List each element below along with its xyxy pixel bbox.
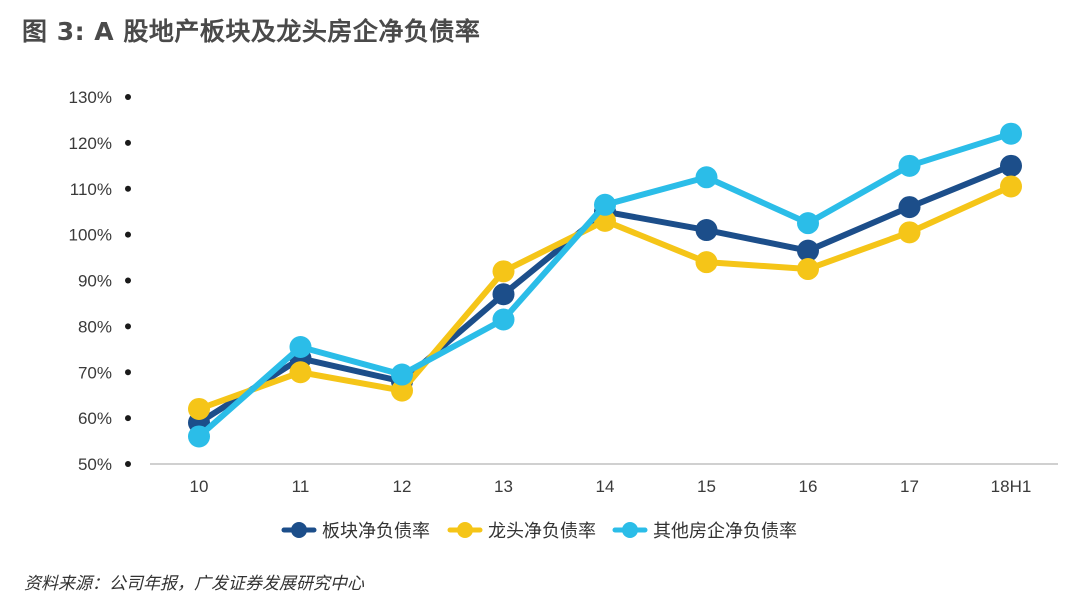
legend-marker xyxy=(291,522,307,538)
data-point xyxy=(492,308,515,331)
x-tick-label: 13 xyxy=(494,477,513,496)
y-tick-mark xyxy=(125,139,131,146)
y-axis: 50% 60% 70% 80% 90% 100% 110% 120% 130% xyxy=(69,88,131,474)
series-2 xyxy=(188,175,1022,420)
source-note: 资料来源：公司年报，广发证券发展研究中心 xyxy=(24,574,364,594)
y-tick-mark xyxy=(125,277,131,284)
y-tick-mark xyxy=(125,461,131,467)
legend-marker xyxy=(622,522,638,538)
data-point xyxy=(1000,175,1022,198)
data-point xyxy=(797,239,819,262)
data-point xyxy=(492,283,515,306)
y-tick-mark xyxy=(125,415,131,422)
y-tick-label: 50% xyxy=(78,455,112,474)
y-tick-label: 120% xyxy=(69,134,112,153)
x-tick-label: 18H1 xyxy=(991,477,1032,496)
series-line xyxy=(196,130,1014,440)
data-point xyxy=(695,251,718,274)
data-point xyxy=(695,166,718,189)
y-tick-label: 70% xyxy=(78,363,112,382)
legend-label: 龙头净负债率 xyxy=(488,521,596,542)
chart-title: 图 3: A 股地产板块及龙头房企净负债率 xyxy=(22,17,481,46)
data-point xyxy=(492,260,515,283)
y-tick-mark xyxy=(125,231,131,238)
series-3 xyxy=(188,122,1022,448)
x-tick-label: 16 xyxy=(799,477,818,496)
data-point xyxy=(391,379,413,402)
series-layer xyxy=(188,122,1022,448)
legend: 板块净负债率 龙头净负债率 其他房企净负债率 xyxy=(281,521,797,542)
data-point xyxy=(898,196,921,219)
data-point xyxy=(797,258,819,281)
data-point xyxy=(1000,154,1022,177)
data-point xyxy=(898,221,921,244)
x-tick-label: 15 xyxy=(697,477,716,496)
y-tick-label: 100% xyxy=(69,226,112,245)
x-tick-label: 11 xyxy=(292,477,310,496)
legend-item: 龙头净负债率 xyxy=(447,521,596,542)
x-axis: 10 11 12 13 14 15 16 17 18H1 xyxy=(190,477,1032,496)
x-tick-label: 17 xyxy=(900,477,919,496)
legend-label: 板块净负债率 xyxy=(322,521,430,542)
legend-item: 其他房企净负债率 xyxy=(612,521,797,542)
data-point xyxy=(695,219,718,242)
x-tick-label: 10 xyxy=(190,477,209,496)
data-point xyxy=(188,425,210,448)
legend-label: 其他房企净负债率 xyxy=(653,521,797,542)
y-tick-label: 60% xyxy=(78,409,112,428)
legend-item: 板块净负债率 xyxy=(281,521,430,542)
y-tick-mark xyxy=(125,369,131,376)
y-tick-mark xyxy=(125,94,131,100)
y-tick-mark xyxy=(125,185,131,192)
data-point xyxy=(289,361,312,384)
data-point xyxy=(594,193,616,216)
data-point xyxy=(1000,122,1022,145)
y-tick-label: 80% xyxy=(78,317,112,336)
y-tick-label: 90% xyxy=(78,272,112,291)
y-tick-mark xyxy=(125,323,131,330)
data-point xyxy=(391,363,413,386)
data-point xyxy=(289,336,312,359)
x-tick-label: 14 xyxy=(596,477,615,496)
x-tick-label: 12 xyxy=(393,477,412,496)
y-tick-label: 110% xyxy=(70,180,112,199)
data-point xyxy=(898,154,921,177)
y-tick-label: 130% xyxy=(69,88,112,107)
legend-marker xyxy=(457,522,473,538)
data-point xyxy=(188,397,210,420)
data-point xyxy=(797,212,819,235)
